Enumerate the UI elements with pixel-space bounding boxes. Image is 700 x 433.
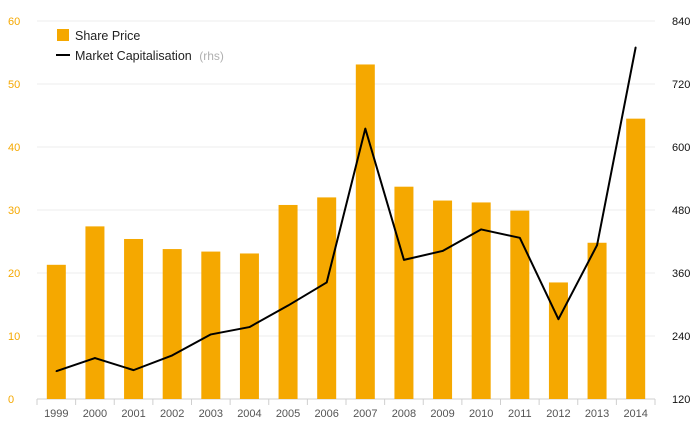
bar-share-price bbox=[85, 226, 105, 399]
x-tick-label: 2008 bbox=[392, 408, 416, 420]
x-tick-label: 2013 bbox=[585, 408, 609, 420]
y-left-tick-label: 20 bbox=[8, 268, 20, 280]
x-tick-label: 1999 bbox=[44, 408, 68, 420]
bar-share-price bbox=[626, 118, 646, 400]
legend: Share Price Market Capitalisation (rhs) bbox=[56, 29, 224, 63]
x-tick-label: 2006 bbox=[314, 408, 338, 420]
y-right-tick-label: 480 bbox=[672, 205, 690, 217]
legend-label-market-cap: Market Capitalisation (rhs) bbox=[75, 49, 224, 63]
y-left-tick-label: 10 bbox=[8, 331, 20, 343]
bar-share-price bbox=[162, 249, 182, 399]
x-tick-label: 2007 bbox=[353, 408, 377, 420]
legend-label-share-price: Share Price bbox=[75, 29, 140, 43]
market-cap-line-layer bbox=[55, 46, 637, 373]
x-tick-label: 2010 bbox=[469, 408, 493, 420]
bar-share-price bbox=[201, 251, 221, 399]
x-tick-label: 2011 bbox=[508, 408, 532, 420]
line-market-cap bbox=[55, 47, 637, 373]
y-left-tick-label: 30 bbox=[8, 205, 20, 217]
x-tick-label: 2003 bbox=[199, 408, 223, 420]
point-market-cap bbox=[557, 318, 560, 321]
point-market-cap bbox=[441, 250, 444, 252]
y-right-tick-label: 720 bbox=[672, 79, 690, 91]
axes: 0 10 20 30 40 50 60 120 240 360 480 600 720 840 1999 20… bbox=[8, 16, 690, 420]
y-right-tick-label: 600 bbox=[672, 142, 690, 154]
bar-share-price bbox=[317, 197, 337, 399]
bar-share-price bbox=[124, 238, 144, 399]
x-tick-label: 2005 bbox=[276, 408, 300, 420]
x-tick-label: 2001 bbox=[121, 408, 145, 420]
x-tick-label: 2000 bbox=[83, 408, 107, 420]
point-market-cap bbox=[325, 281, 328, 284]
legend-label-market-cap-note: (rhs) bbox=[199, 49, 224, 63]
point-market-cap bbox=[480, 228, 482, 231]
y-right-tick-label: 240 bbox=[672, 331, 690, 343]
y-right-tick-label: 840 bbox=[672, 16, 690, 28]
x-tick-label: 2009 bbox=[430, 408, 454, 420]
point-market-cap bbox=[55, 370, 58, 372]
x-tick-label: 2014 bbox=[623, 408, 647, 420]
point-market-cap bbox=[132, 369, 135, 371]
bar-share-price bbox=[278, 204, 298, 399]
point-market-cap bbox=[210, 333, 212, 336]
bar-share-price bbox=[355, 64, 375, 399]
bar-share-price bbox=[471, 202, 491, 399]
x-tick-label: 2002 bbox=[160, 408, 184, 420]
point-market-cap bbox=[94, 357, 96, 359]
bar-share-price bbox=[548, 282, 568, 399]
point-market-cap bbox=[519, 237, 521, 239]
bar-share-price bbox=[433, 200, 453, 399]
bar-share-price bbox=[587, 242, 607, 399]
x-tick-label: 2004 bbox=[237, 408, 261, 420]
y-right-tick-label: 120 bbox=[672, 394, 690, 406]
bar-share-price bbox=[46, 264, 66, 399]
point-market-cap bbox=[403, 259, 405, 261]
point-market-cap bbox=[364, 127, 367, 130]
share-price-bars bbox=[46, 64, 646, 400]
legend-swatch-share-price bbox=[57, 29, 69, 41]
point-market-cap bbox=[287, 304, 289, 307]
bar-share-price bbox=[510, 210, 530, 399]
legend-label-market-cap-text: Market Capitalisation bbox=[75, 49, 192, 63]
point-market-cap bbox=[634, 46, 637, 49]
y-left-tick-label: 0 bbox=[8, 394, 14, 406]
point-market-cap bbox=[171, 354, 173, 357]
y-left-tick-label: 50 bbox=[8, 79, 20, 91]
y-right-tick-label: 360 bbox=[672, 268, 690, 280]
y-left-tick-label: 60 bbox=[8, 16, 20, 28]
bar-share-price bbox=[394, 186, 414, 399]
point-market-cap bbox=[248, 326, 251, 328]
x-tick-label: 2012 bbox=[546, 408, 570, 420]
y-left-tick-label: 40 bbox=[8, 142, 20, 154]
point-market-cap bbox=[596, 244, 598, 246]
